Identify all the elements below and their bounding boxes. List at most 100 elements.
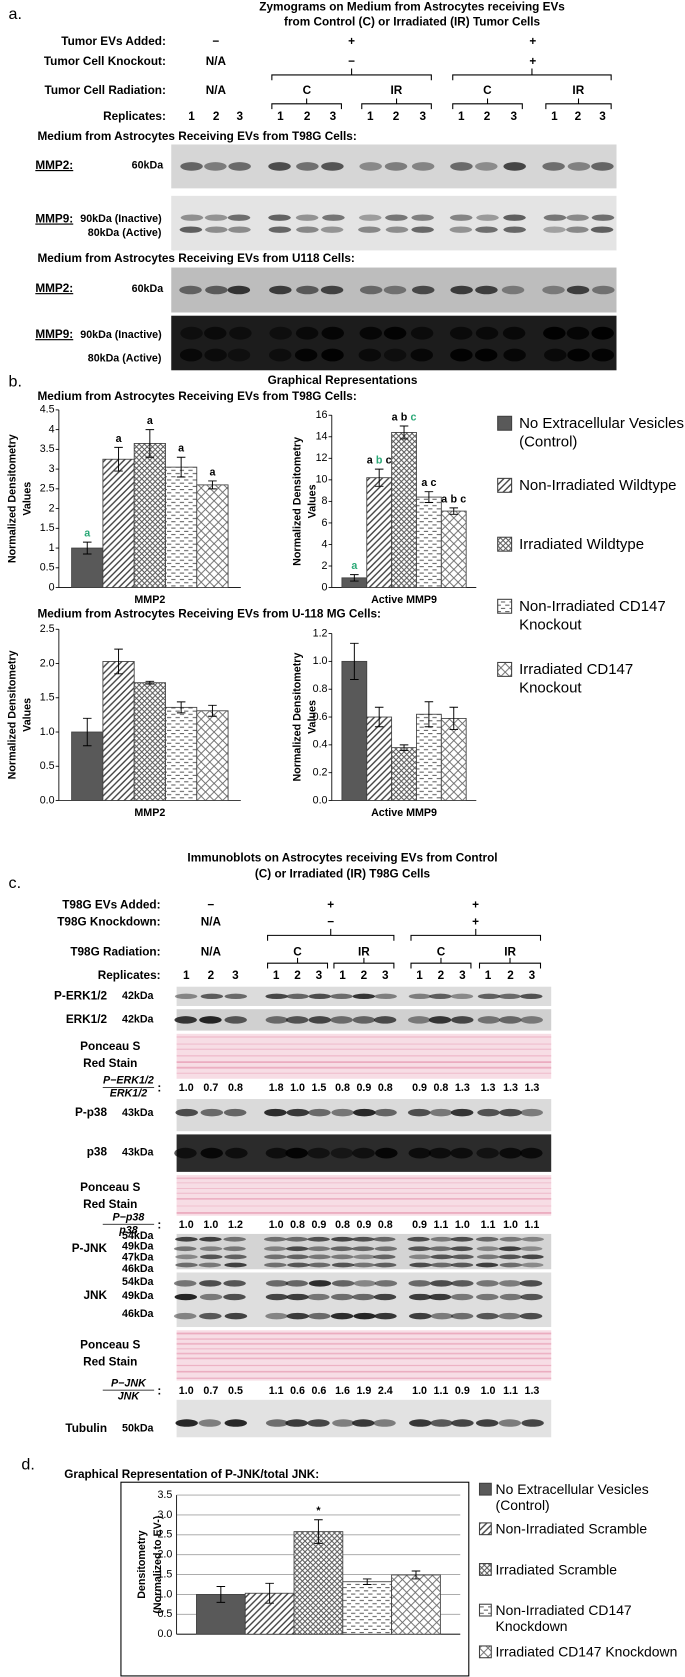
y-tick-label: 1 — [49, 542, 55, 554]
error-bar — [114, 648, 123, 675]
blot-band — [374, 1280, 398, 1287]
blot-band — [180, 162, 203, 171]
bar — [165, 466, 198, 588]
ratio-value: 0.7 — [203, 1082, 218, 1094]
ratio-denominator: p38 — [118, 1225, 137, 1237]
blot-band — [173, 1246, 197, 1252]
blot-band — [331, 1108, 354, 1117]
y-axis-label: Normalized Densitometry — [7, 650, 19, 779]
row-label: Tumor EVs Added: — [61, 35, 166, 48]
ratio-denominator: JNK — [118, 1390, 141, 1402]
legend-swatch — [478, 1482, 492, 1496]
ratio-value: 0.8 — [434, 1082, 449, 1094]
kda-marker: 42kDa — [122, 1014, 155, 1026]
legend-label: Irradiated Scramble — [495, 1561, 617, 1578]
blot-band — [543, 226, 566, 233]
error-bar — [145, 429, 155, 458]
y-tick-label: 0.4 — [313, 739, 328, 751]
blot-band — [180, 214, 204, 221]
blot-band — [521, 1419, 544, 1427]
significance-letter: a — [84, 527, 91, 539]
blot-band — [331, 1236, 354, 1242]
section-heading: Medium from Astrocytes Receiving EVs fro… — [37, 130, 356, 143]
blot-band — [308, 993, 332, 1000]
blot-band — [352, 1236, 375, 1242]
blot-band — [225, 1147, 248, 1159]
blot-band — [199, 1236, 222, 1242]
bar — [391, 1574, 441, 1635]
blot-band — [542, 285, 565, 295]
blot-band — [307, 1262, 331, 1268]
y-tick-label: 0.5 — [157, 1608, 172, 1620]
blot-band — [519, 1246, 543, 1252]
y-tick-label: 4 — [49, 423, 55, 435]
blot-band — [198, 1419, 222, 1427]
significance-label: a — [84, 527, 91, 539]
blot-band — [475, 326, 499, 340]
blot-band — [227, 348, 251, 362]
kda-marker: 43kDa — [122, 1146, 155, 1158]
y-tick-label: 2.0 — [40, 657, 55, 669]
significance-letter: a — [209, 466, 216, 478]
ratio-suffix: : — [157, 1082, 161, 1095]
significance-label: * — [316, 1505, 321, 1517]
legend-swatch — [497, 415, 513, 431]
blot-band — [430, 1254, 454, 1260]
bar — [440, 717, 467, 801]
y-tick-label: 2.5 — [157, 1529, 172, 1541]
ratio-numerator: P−ERK1/2 — [103, 1075, 154, 1087]
legend-label-box: No Extracellular Vesicles (Control) — [519, 414, 684, 449]
panel-label: c. — [9, 874, 21, 892]
bracket — [545, 98, 612, 110]
y-tick-label: 2.0 — [157, 1549, 172, 1561]
error-bar — [314, 1519, 323, 1545]
blot-band — [358, 226, 381, 233]
blot-band — [228, 162, 251, 171]
blot-band — [520, 1016, 543, 1024]
blot-band — [200, 1147, 223, 1159]
blot-band — [498, 1280, 522, 1287]
row-value: 1 — [458, 110, 465, 123]
blot-band — [521, 1236, 544, 1242]
panel-label: a. — [9, 5, 22, 23]
y-tick-label: 2.5 — [40, 623, 55, 635]
blot-band — [408, 1254, 432, 1260]
error-bar — [374, 706, 384, 728]
legend-label-box: Non-Irradiated CD147 Knockout — [519, 597, 666, 632]
blot-band — [359, 326, 383, 340]
blot-band — [429, 1246, 452, 1252]
row-value: 2 — [361, 969, 368, 982]
error-bar — [424, 491, 434, 503]
ratio-value: 0.7 — [203, 1385, 218, 1397]
kda-marker: 60kDa — [132, 160, 165, 172]
blot-band — [352, 1016, 376, 1024]
row-label: T98G Knockdown: — [57, 916, 160, 929]
blot-band — [330, 1246, 353, 1252]
blot-band — [204, 214, 228, 221]
ratio-value: 1.0 — [269, 1219, 284, 1231]
section-heading: Medium from Astrocytes Receiving EVs fro… — [37, 607, 381, 620]
row-value: 2 — [213, 110, 220, 123]
legend-swatch — [478, 1522, 492, 1536]
ratio-denominator: ERK1/2 — [110, 1088, 147, 1100]
blot-band — [407, 1108, 431, 1117]
row-label: Tumor Cell Knockout: — [44, 55, 166, 68]
row-value: C — [303, 84, 312, 97]
bracket — [410, 957, 472, 969]
blot-band — [175, 1262, 198, 1268]
blot-band — [520, 1147, 543, 1159]
ratio-value: 0.6 — [312, 1385, 327, 1397]
blot-band — [373, 1016, 397, 1024]
blot-band — [265, 993, 288, 1000]
blot-band — [373, 1236, 396, 1242]
blot-band — [499, 1108, 522, 1117]
row-value: 3 — [599, 110, 606, 123]
error-bar — [399, 744, 409, 751]
kda-marker: 46kDa — [122, 1308, 155, 1320]
blot-band — [373, 1419, 396, 1427]
blot-band — [498, 1254, 522, 1260]
blot-band — [519, 1312, 543, 1320]
row-value: 3 — [419, 110, 426, 123]
blot-band — [352, 993, 376, 1000]
row-label: Replicates: — [98, 969, 161, 982]
